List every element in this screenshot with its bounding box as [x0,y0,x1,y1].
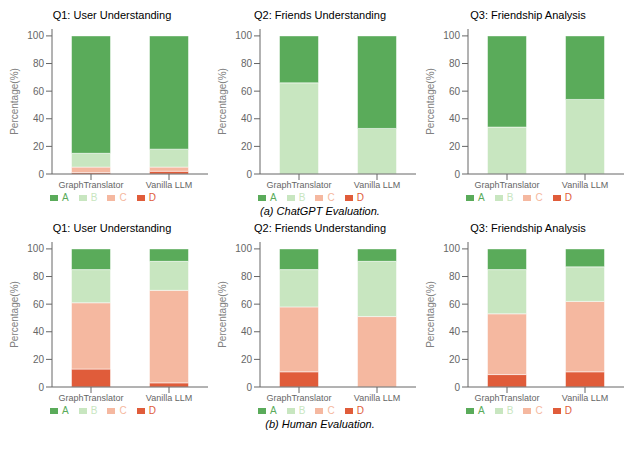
html-text:B: B [90,405,98,416]
svg-text:60: 60 [241,299,253,310]
svg-text:40: 40 [241,326,253,337]
svg-text:80: 80 [241,271,253,282]
svg-text:Percentage(%): Percentage(%) [217,281,228,348]
svg-text:0: 0 [246,382,252,393]
html-text:(b) Human Evaluation.: (b) Human Evaluation. [265,418,375,430]
svg-text:0: 0 [246,169,252,180]
html-text:Q3: Friendship Analysis: Q3: Friendship Analysis [470,9,586,21]
svg-text:Percentage(%): Percentage(%) [425,68,436,135]
html-text:Q3: Friendship Analysis: Q3: Friendship Analysis [470,222,586,234]
svg-text:80: 80 [241,58,253,69]
svg-text:100: 100 [443,243,460,254]
html-text:D: D [564,405,572,416]
html-text:Q2: Friends Understanding: Q2: Friends Understanding [254,9,386,21]
html-text:B: B [298,192,306,203]
svg-text:60: 60 [449,86,461,97]
html-text:Q1: User Understanding: Q1: User Understanding [52,222,172,234]
html-text:B: B [506,192,514,203]
svg-text:GraphTranslator: GraphTranslator [58,393,123,403]
svg-text:Vanilla LLM: Vanilla LLM [562,180,608,190]
html-text:C: C [119,192,127,203]
html-text:D: D [564,192,572,203]
html-text:A: A [270,192,277,203]
svg-text:Vanilla LLM: Vanilla LLM [146,393,192,403]
html-text:D: D [148,405,156,416]
html-text:A: A [62,405,69,416]
svg-text:100: 100 [235,243,252,254]
html-text:A: A [62,192,69,203]
html-text:D: D [148,192,156,203]
html-text:C: C [535,405,543,416]
svg-text:80: 80 [33,58,45,69]
html-text:C: C [119,405,127,416]
svg-text:40: 40 [33,326,45,337]
svg-text:Percentage(%): Percentage(%) [9,281,20,348]
html-text:B: B [298,405,306,416]
html-text:B: B [90,192,98,203]
svg-text:100: 100 [443,30,460,41]
html-text:D: D [356,405,364,416]
html-text:Q1: User Understanding: Q1: User Understanding [52,9,172,21]
svg-text:Vanilla LLM: Vanilla LLM [354,180,400,190]
svg-text:60: 60 [33,86,45,97]
html-text:A: A [478,405,485,416]
html-text:A: A [478,192,485,203]
svg-text:0: 0 [38,382,44,393]
svg-text:Percentage(%): Percentage(%) [425,281,436,348]
html-text:A: A [270,405,277,416]
svg-text:Percentage(%): Percentage(%) [217,68,228,135]
svg-text:80: 80 [33,271,45,282]
svg-text:20: 20 [33,354,45,365]
svg-text:20: 20 [449,354,461,365]
html-text:D: D [356,192,364,203]
svg-text:20: 20 [449,141,461,152]
svg-text:100: 100 [235,30,252,41]
svg-text:0: 0 [38,169,44,180]
svg-text:0: 0 [454,169,460,180]
svg-text:40: 40 [449,113,461,124]
svg-text:40: 40 [241,113,253,124]
svg-text:80: 80 [449,271,461,282]
svg-text:80: 80 [449,58,461,69]
svg-text:Vanilla LLM: Vanilla LLM [354,393,400,403]
svg-text:GraphTranslator: GraphTranslator [474,393,539,403]
svg-text:60: 60 [33,299,45,310]
html-text:(a) ChatGPT Evaluation.: (a) ChatGPT Evaluation. [260,205,380,217]
svg-text:40: 40 [33,113,45,124]
svg-text:60: 60 [241,86,253,97]
html-text:Q2: Friends Understanding: Q2: Friends Understanding [254,222,386,234]
html-text:B: B [506,405,514,416]
svg-text:0: 0 [454,382,460,393]
html-text:C: C [327,192,335,203]
svg-text:Percentage(%): Percentage(%) [9,68,20,135]
svg-text:100: 100 [27,30,44,41]
svg-text:100: 100 [27,243,44,254]
svg-text:20: 20 [33,141,45,152]
html-text:C: C [327,405,335,416]
html-text:C: C [535,192,543,203]
svg-text:60: 60 [449,299,461,310]
svg-text:GraphTranslator: GraphTranslator [266,180,331,190]
svg-text:GraphTranslator: GraphTranslator [266,393,331,403]
svg-text:GraphTranslator: GraphTranslator [58,180,123,190]
svg-text:20: 20 [241,141,253,152]
svg-text:20: 20 [241,354,253,365]
svg-text:GraphTranslator: GraphTranslator [474,180,539,190]
svg-text:Vanilla LLM: Vanilla LLM [562,393,608,403]
svg-text:40: 40 [449,326,461,337]
svg-text:Vanilla LLM: Vanilla LLM [146,180,192,190]
